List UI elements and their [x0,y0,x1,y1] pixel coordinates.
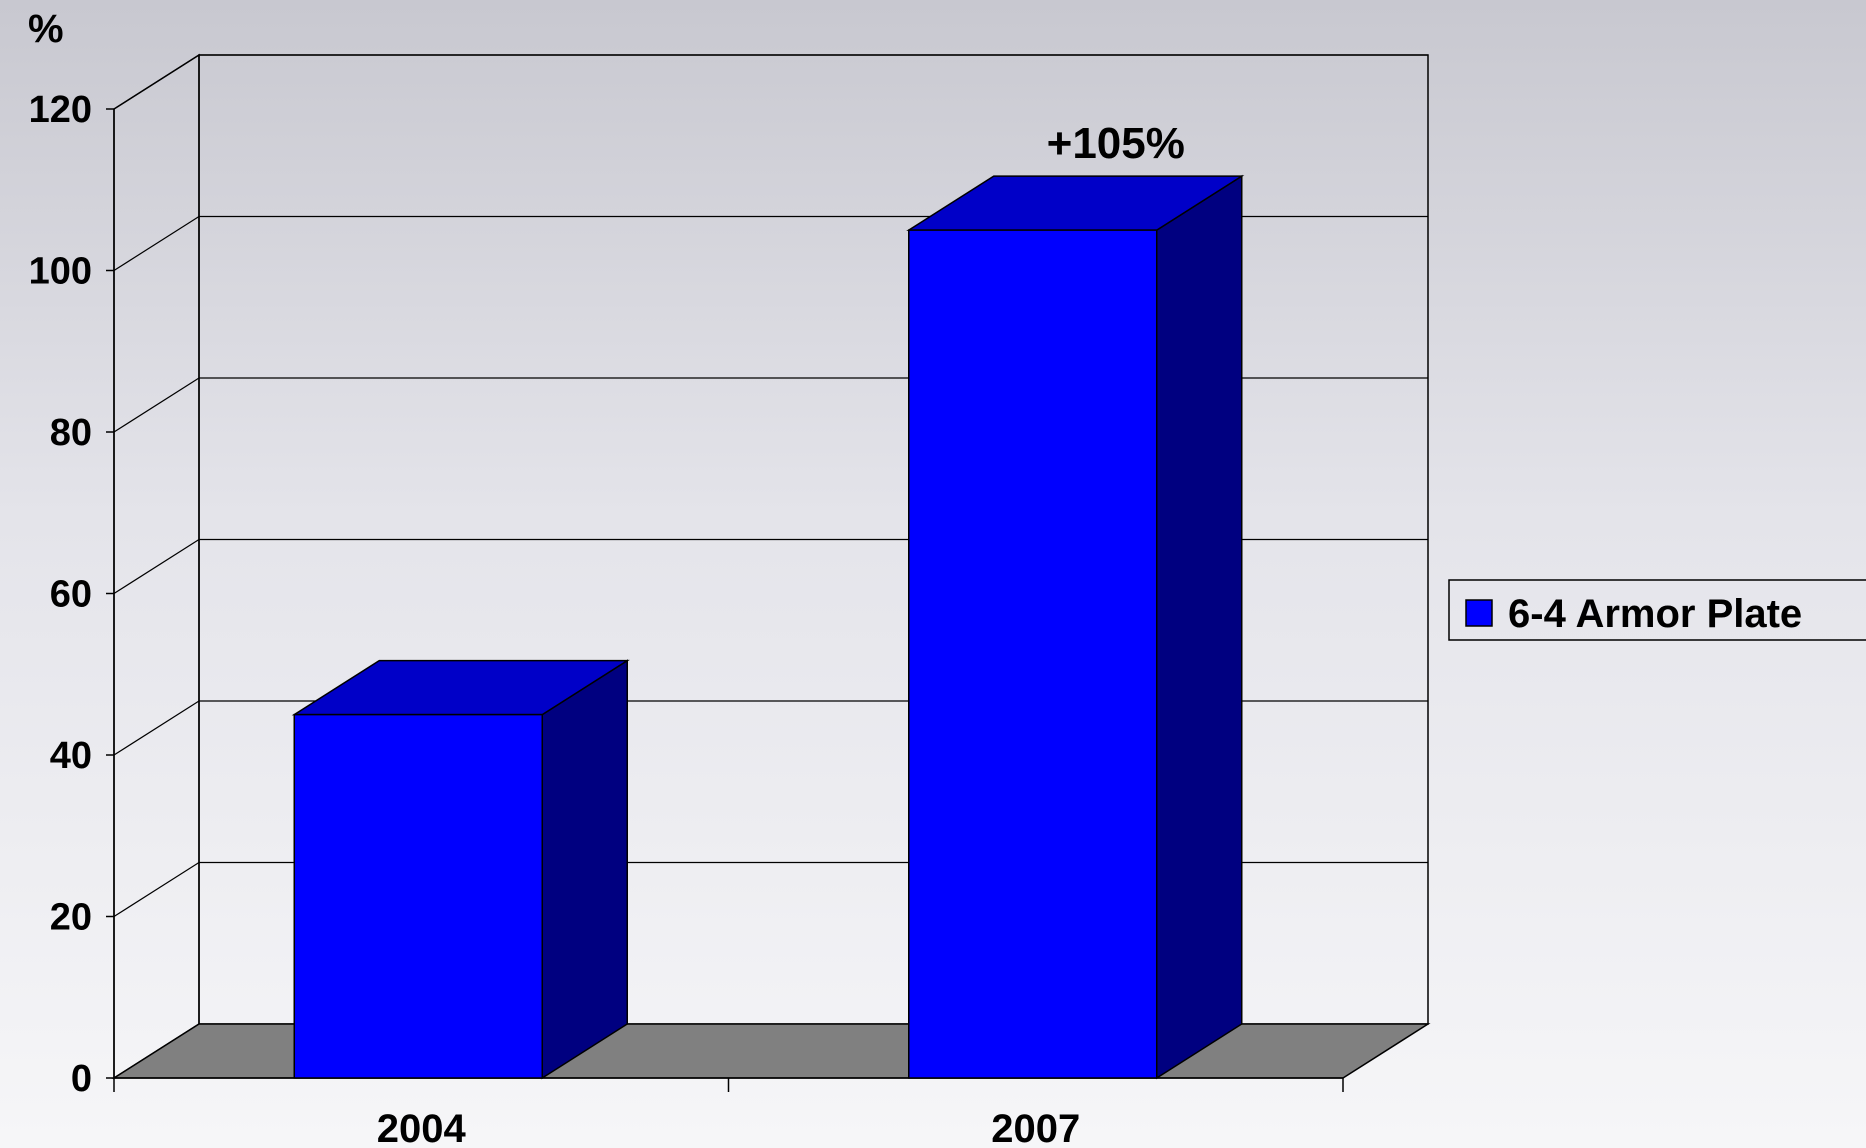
bar-2004 [293,713,543,1079]
y-tick-label: 100 [29,251,92,293]
y-tick-label: 20 [50,897,92,939]
bar-annotation: +105% [1047,119,1185,168]
legend-box [1448,579,1866,641]
bar-side [541,659,628,1080]
gridline-side [113,377,200,433]
y-tick-label: 120 [29,89,92,131]
gridline-side [113,54,200,110]
y-tick-label: 80 [50,412,92,454]
x-tick-label: 2007 [991,1107,1080,1148]
gridline-side [113,700,200,756]
bar-side [1156,174,1243,1080]
legend-swatch [1465,599,1493,627]
gridline-side [113,538,200,595]
legend-label: 6-4 Armor Plate [1508,592,1802,636]
gridline-side [113,861,200,918]
x-tick-label: 2004 [377,1107,467,1148]
y-tick-label: 60 [50,574,92,616]
gridline-side [113,215,200,272]
y-axis-unit-label: % [28,7,64,51]
y-tick-label: 40 [50,735,92,777]
y-tick-label: 0 [71,1058,92,1100]
legend: 6-4 Armor Plate [1448,579,1866,641]
tick-labels: 0 20 40 60 80 100 120 2004 2007 +105% [29,89,1185,1148]
bars [291,174,1245,1080]
bar-2007 [908,229,1158,1079]
